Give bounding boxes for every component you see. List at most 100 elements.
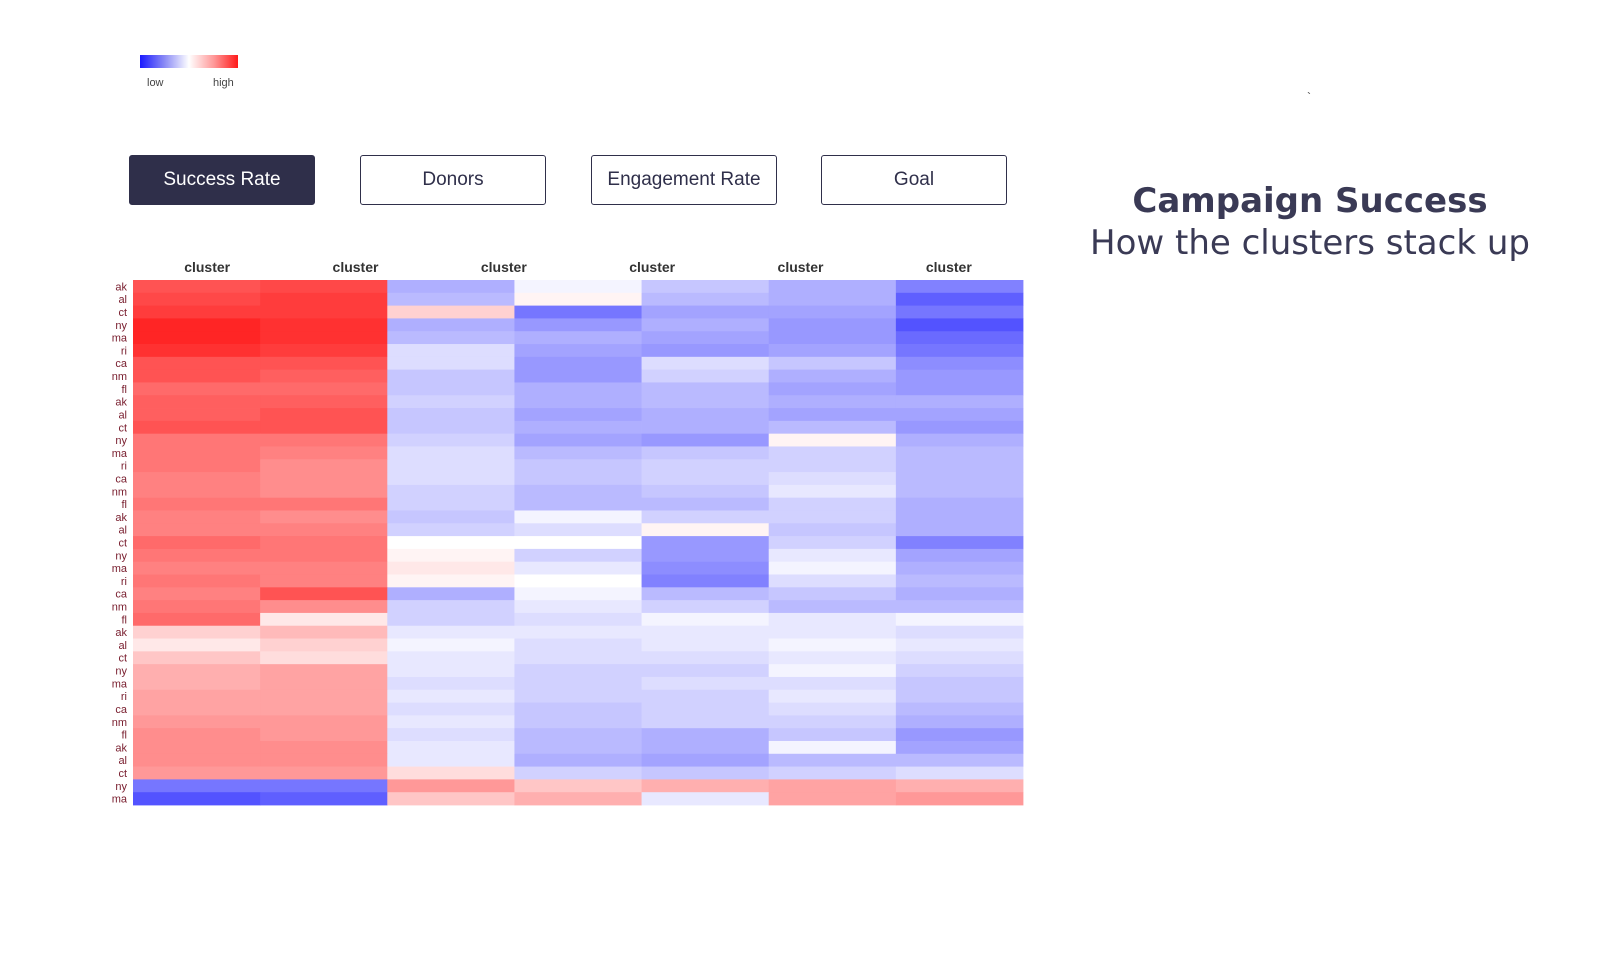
heatmap-cell bbox=[514, 792, 642, 806]
heatmap-cell bbox=[895, 676, 1024, 691]
heatmap-cell bbox=[260, 395, 388, 409]
heatmap-cell bbox=[895, 472, 1024, 486]
heatmap-cell bbox=[514, 318, 642, 332]
heatmap-cell bbox=[133, 651, 261, 665]
heatmap-cell bbox=[514, 676, 642, 691]
heatmap-cell bbox=[514, 446, 642, 460]
heatmap-cell bbox=[387, 587, 515, 601]
heatmap-cell bbox=[895, 420, 1024, 435]
row-label: ma bbox=[112, 448, 128, 460]
heatmap-cell bbox=[768, 625, 897, 639]
row-label: ca bbox=[115, 358, 128, 370]
heatmap-cell bbox=[514, 344, 642, 358]
heatmap-cell bbox=[768, 331, 897, 345]
heatmap-cell bbox=[387, 574, 515, 588]
row-label: ct bbox=[118, 538, 127, 550]
heatmap-cell bbox=[133, 689, 261, 703]
row-label: ma bbox=[112, 678, 128, 690]
heatmap-cell bbox=[895, 331, 1024, 345]
heatmap-cell bbox=[768, 728, 897, 742]
tab-goal[interactable]: Goal bbox=[821, 155, 1007, 205]
column-label: cluster bbox=[926, 259, 972, 275]
heatmap-cell bbox=[514, 638, 642, 652]
heatmap-cell bbox=[641, 446, 770, 460]
heatmap-cell bbox=[768, 664, 897, 678]
heatmap-cell bbox=[260, 561, 388, 575]
legend-low-label: low bbox=[147, 77, 164, 89]
heatmap-cell bbox=[133, 280, 261, 294]
heatmap-cell bbox=[133, 382, 261, 396]
heatmap-cell bbox=[768, 612, 897, 627]
heatmap-cell bbox=[641, 561, 770, 575]
heatmap-cell bbox=[768, 536, 897, 550]
heatmap-cell bbox=[641, 766, 770, 780]
heatmap-cell bbox=[641, 292, 770, 306]
heatmap-cell bbox=[514, 382, 642, 396]
heatmap-cell bbox=[514, 497, 642, 511]
heatmap-cell bbox=[641, 740, 770, 755]
tab-donors[interactable]: Donors bbox=[360, 155, 546, 205]
heatmap-cell bbox=[387, 638, 515, 652]
row-label: ct bbox=[118, 653, 127, 665]
heatmap-cell bbox=[387, 689, 515, 703]
row-label: nm bbox=[112, 486, 127, 498]
heatmap-cell bbox=[260, 497, 388, 511]
heatmap-cell bbox=[387, 740, 515, 755]
heatmap-cell bbox=[260, 331, 388, 345]
heatmap-cell bbox=[895, 369, 1024, 383]
heatmap-cell bbox=[260, 728, 388, 742]
row-label: ak bbox=[115, 281, 127, 293]
heatmap-cell bbox=[387, 280, 515, 294]
row-label: al bbox=[118, 525, 127, 537]
heatmap-cell bbox=[387, 766, 515, 780]
heatmap-cell bbox=[133, 523, 261, 537]
heatmap-cell bbox=[514, 280, 642, 294]
heatmap-cell bbox=[387, 779, 515, 793]
heatmap-cell bbox=[895, 318, 1024, 332]
heatmap-cell bbox=[895, 728, 1024, 742]
heatmap-cell bbox=[387, 484, 515, 499]
heatmap-cell bbox=[641, 344, 770, 358]
heatmap-cell bbox=[895, 497, 1024, 511]
heatmap-cell bbox=[768, 548, 897, 563]
heatmap-cell bbox=[895, 446, 1024, 460]
tab-engagement-rate[interactable]: Engagement Rate bbox=[591, 155, 777, 205]
heatmap-cell bbox=[133, 497, 261, 511]
column-label: cluster bbox=[184, 259, 230, 275]
row-label: nm bbox=[112, 371, 127, 383]
row-label: ca bbox=[115, 589, 128, 601]
row-label: ny bbox=[115, 435, 127, 447]
heatmap-cell bbox=[133, 587, 261, 601]
heatmap-cell bbox=[768, 356, 897, 371]
heatmap-cell bbox=[768, 651, 897, 665]
heatmap-cell bbox=[514, 484, 642, 499]
tab-success-rate[interactable]: Success Rate bbox=[129, 155, 315, 205]
heatmap-cell bbox=[133, 331, 261, 345]
heatmap-cell bbox=[387, 523, 515, 537]
heatmap-cell bbox=[133, 625, 261, 639]
heatmap-cell bbox=[514, 356, 642, 371]
heatmap-cell bbox=[768, 753, 897, 767]
heatmap-cell bbox=[387, 548, 515, 563]
heatmap-cell bbox=[133, 369, 261, 383]
heatmap-cell bbox=[768, 369, 897, 383]
heatmap-cell bbox=[260, 369, 388, 383]
heatmap-cell bbox=[133, 510, 261, 524]
heatmap-cell bbox=[260, 305, 388, 319]
heatmap-cell bbox=[260, 702, 388, 716]
heatmap-cell bbox=[260, 510, 388, 524]
heatmap-cell bbox=[514, 548, 642, 563]
heatmap-cell bbox=[768, 305, 897, 319]
heatmap-cell bbox=[641, 523, 770, 537]
row-label: ma bbox=[112, 794, 128, 806]
heatmap-cell bbox=[260, 382, 388, 396]
heatmap-cell bbox=[514, 395, 642, 409]
row-label: ct bbox=[118, 307, 127, 319]
heatmap-cell bbox=[768, 459, 897, 473]
heatmap-cell bbox=[387, 292, 515, 306]
heatmap-cell bbox=[387, 395, 515, 409]
heatmap-cell bbox=[514, 625, 642, 639]
heatmap-cell bbox=[895, 715, 1024, 729]
stray-mark: ` bbox=[1307, 90, 1311, 104]
row-label: nm bbox=[112, 602, 127, 614]
